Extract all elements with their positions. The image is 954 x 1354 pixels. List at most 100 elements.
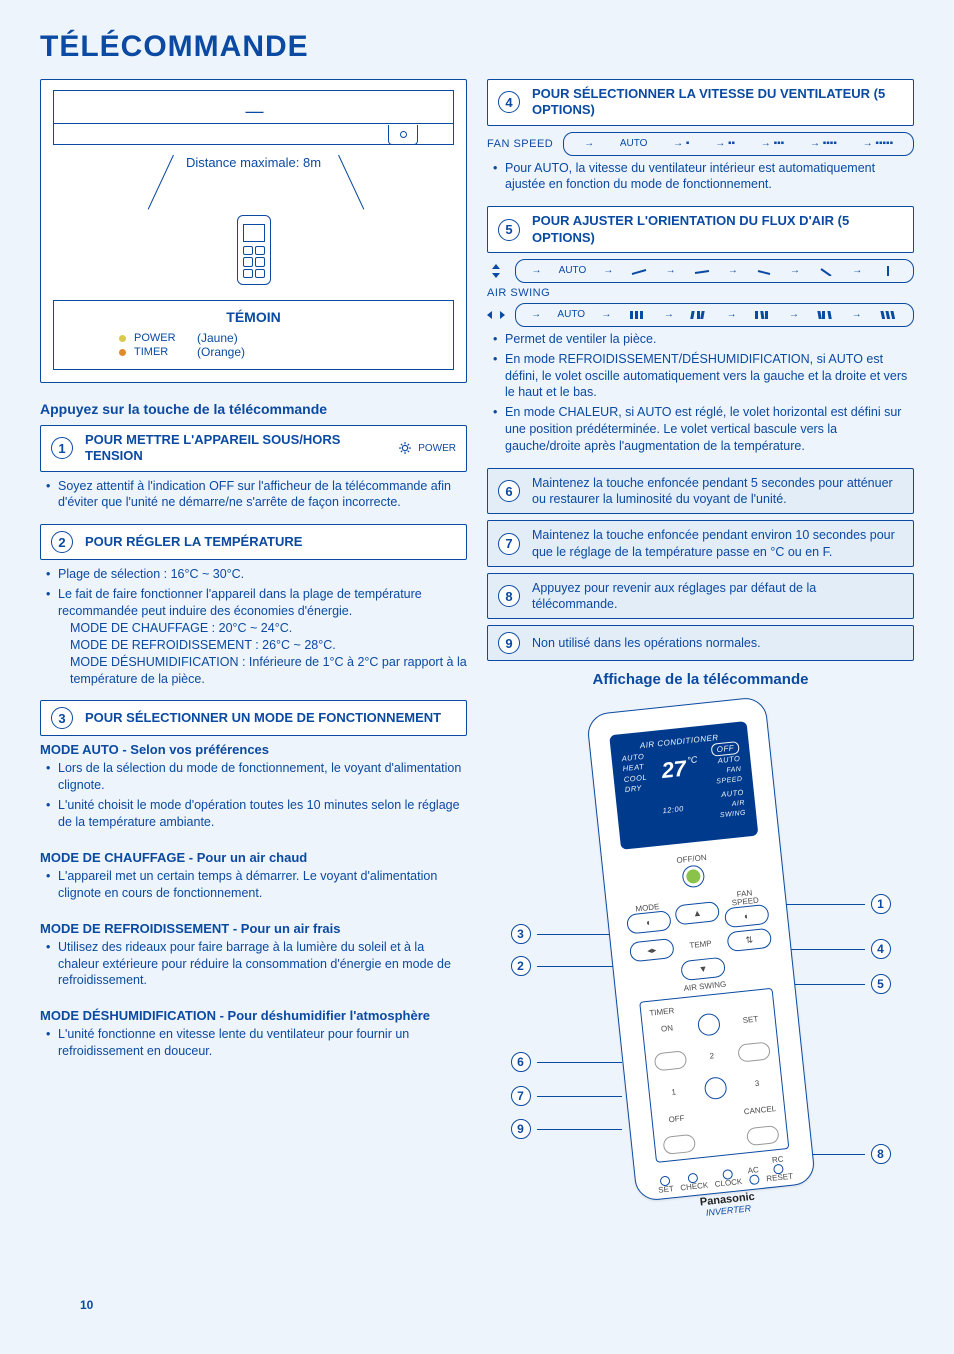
step-title: POUR SÉLECTIONNER UN MODE DE FONCTIONNEM…	[85, 710, 441, 726]
on-time-field[interactable]	[653, 1051, 686, 1072]
bullet: Soyez attentif à l'indication OFF sur l'…	[46, 478, 467, 512]
mode-button[interactable]: ◐	[625, 910, 671, 934]
step-title: POUR METTRE L'APPAREIL SOUS/HORS TENSION	[85, 432, 384, 465]
offon-button[interactable]	[681, 865, 705, 889]
lcd-temp: 27	[660, 756, 687, 784]
set-time-field[interactable]	[736, 1042, 770, 1063]
mode-cool: MODE DE REFROIDISSEMENT - Pour un air fr…	[40, 921, 467, 1003]
ac-unit-graphic: —	[53, 90, 454, 145]
cancel-label: CANCEL	[743, 1105, 776, 1116]
lcd-fan: FAN SPEED	[713, 765, 742, 787]
distance-label: Distance maximale: 8m	[53, 155, 454, 170]
receiver-icon	[388, 125, 418, 145]
fanspeed-button[interactable]: ◐	[723, 904, 769, 928]
callout-7: 7	[511, 1086, 622, 1106]
step-number: 2	[51, 531, 73, 553]
led-color-label: (Orange)	[197, 345, 245, 359]
led-color-label: (Jaune)	[197, 331, 238, 345]
bullet: Pour AUTO, la vitesse du ventilateur int…	[493, 160, 914, 194]
callout-6: 6	[511, 1052, 622, 1072]
ac-pin-button[interactable]	[748, 1175, 759, 1186]
cancel-field[interactable]	[745, 1125, 779, 1146]
air-swing-horiz-strip: →AUTO → → → → →	[487, 303, 914, 327]
button-area: OFF/ON MODE ◐ ▲ FAN SPEED	[620, 848, 795, 1181]
air-swing-strip-h: →AUTO → → → → →	[515, 303, 914, 327]
step-text: Maintenez la touche enfoncée pendant env…	[532, 527, 903, 560]
step-7-box: 7 Maintenez la touche enfoncée pendant e…	[487, 520, 914, 567]
mode-heading: MODE DE CHAUFFAGE - Pour un air chaud	[40, 850, 467, 865]
bullet: Utilisez des rideaux pour faire barrage …	[46, 939, 467, 990]
bullet: L'unité choisit le mode d'opération tout…	[46, 797, 467, 831]
step-text: Non utilisé dans les opérations normales…	[532, 635, 761, 651]
step-text: Appuyez pour revenir aux réglages par dé…	[532, 580, 903, 613]
step-4-box: 4 POUR SÉLECTIONNER LA VITESSE DU VENTIL…	[487, 79, 914, 126]
indicator-panel: TÉMOIN POWER (Jaune) TIMER (Orange)	[53, 300, 454, 370]
step-number: 5	[498, 219, 520, 241]
led-timer: TIMER (Orange)	[64, 345, 443, 359]
n3-label: 3	[740, 1079, 773, 1090]
timer-led-icon	[119, 349, 126, 356]
temp-down-button[interactable]: ▼	[680, 957, 726, 981]
bullet: L'appareil met un certain temps à démarr…	[46, 868, 467, 902]
callout-3: 3	[511, 924, 622, 944]
air-swing-horiz: AIR SWING	[487, 287, 914, 299]
temp-up-button[interactable]: ▲	[674, 901, 720, 925]
off-label: OFF	[660, 1114, 692, 1125]
page-title: TÉLÉCOMMANDE	[40, 30, 914, 64]
callout-9: 9	[511, 1119, 622, 1139]
n2-label: 2	[695, 1051, 727, 1062]
on-label: ON	[650, 1024, 682, 1035]
mode-heading: MODE DE REFROIDISSEMENT - Pour un air fr…	[40, 921, 467, 936]
lcd-unit: °C	[686, 755, 697, 766]
callout-2: 2	[511, 956, 622, 976]
step-9-box: 9 Non utilisé dans les opérations normal…	[487, 625, 914, 661]
led-name: TIMER	[134, 346, 189, 358]
lcd-clock: 12:00	[662, 805, 684, 818]
step-number: 7	[498, 533, 520, 555]
step-5-box: 5 POUR AJUSTER L'ORIENTATION DU FLUX D'A…	[487, 206, 914, 253]
temoin-title: TÉMOIN	[64, 309, 443, 325]
led-name: POWER	[134, 332, 189, 344]
bullet: Permet de ventiler la pièce.	[493, 331, 914, 348]
remote-illustration: 3 2 6 7 9 1 4 5 8 AIR CONDITIONER AUTO H…	[511, 694, 891, 1254]
step-title: POUR RÉGLER LA TEMPÉRATURE	[85, 534, 302, 550]
mode-auto: MODE AUTO - Selon vos préférences Lors d…	[40, 742, 467, 844]
step-number: 4	[498, 91, 520, 113]
n1-label: 1	[657, 1087, 689, 1098]
step-title: POUR SÉLECTIONNER LA VITESSE DU VENTILAT…	[532, 86, 903, 119]
bullet: En mode REFROIDISSEMENT/DÉSHUMIDIFICATIO…	[493, 351, 914, 402]
strip-label: FAN SPEED	[487, 138, 553, 150]
callout-4: 4	[780, 939, 891, 959]
step-title: POUR AJUSTER L'ORIENTATION DU FLUX D'AIR…	[532, 213, 903, 246]
step-number: 6	[498, 480, 520, 502]
power-icon: POWER	[396, 439, 456, 457]
bullet: Plage de sélection : 16°C ~ 30°C.	[46, 566, 467, 583]
step-number: 1	[51, 437, 73, 459]
lcd-airswing: AIR SWING	[718, 799, 746, 821]
leftright-icon	[487, 309, 505, 321]
off-time-field[interactable]	[662, 1134, 695, 1155]
strip-label: AIR SWING	[487, 287, 550, 299]
mode-heading: MODE DÉSHUMIDIFICATION - Pour déshumidif…	[40, 1008, 467, 1023]
fan-speed-row: FAN SPEED →AUTO → ▪→ ▪▪→ ▪▪▪→ ▪▪▪▪→ ▪▪▪▪…	[487, 132, 914, 156]
swing-v-button[interactable]: ⇅	[726, 928, 772, 952]
step-3-box: 3 POUR SÉLECTIONNER UN MODE DE FONCTIONN…	[40, 700, 467, 736]
set-label: SET	[733, 1015, 766, 1026]
right-column: 4 POUR SÉLECTIONNER LA VITESSE DU VENTIL…	[487, 79, 914, 1254]
step-2-bullets: Plage de sélection : 16°C ~ 30°C. Le fai…	[40, 566, 467, 700]
mode-dry: MODE DÉSHUMIDIFICATION - Pour déshumidif…	[40, 1008, 467, 1073]
step-number: 8	[498, 585, 520, 607]
step-8-box: 8 Appuyez pour revenir aux réglages par …	[487, 573, 914, 620]
bullet: En mode CHALEUR, si AUTO est réglé, le v…	[493, 404, 914, 455]
step-number: 9	[498, 632, 520, 654]
timer-select-button[interactable]	[696, 1013, 720, 1037]
left-column: — Distance maximale: 8m TÉMOIN POWER (Ja…	[40, 79, 467, 1254]
timer-adjust-button[interactable]	[703, 1077, 727, 1101]
step-number: 3	[51, 707, 73, 729]
swing-h-button[interactable]: ◂▸	[628, 938, 674, 962]
bullet: L'unité fonctionne en vitesse lente du v…	[46, 1026, 467, 1060]
mode-heading: MODE AUTO - Selon vos préférences	[40, 742, 467, 757]
callout-5: 5	[780, 974, 891, 994]
callout-1: 1	[780, 894, 891, 914]
timer-panel: TIMER ON SET 2 1 3 OFF	[639, 988, 789, 1163]
